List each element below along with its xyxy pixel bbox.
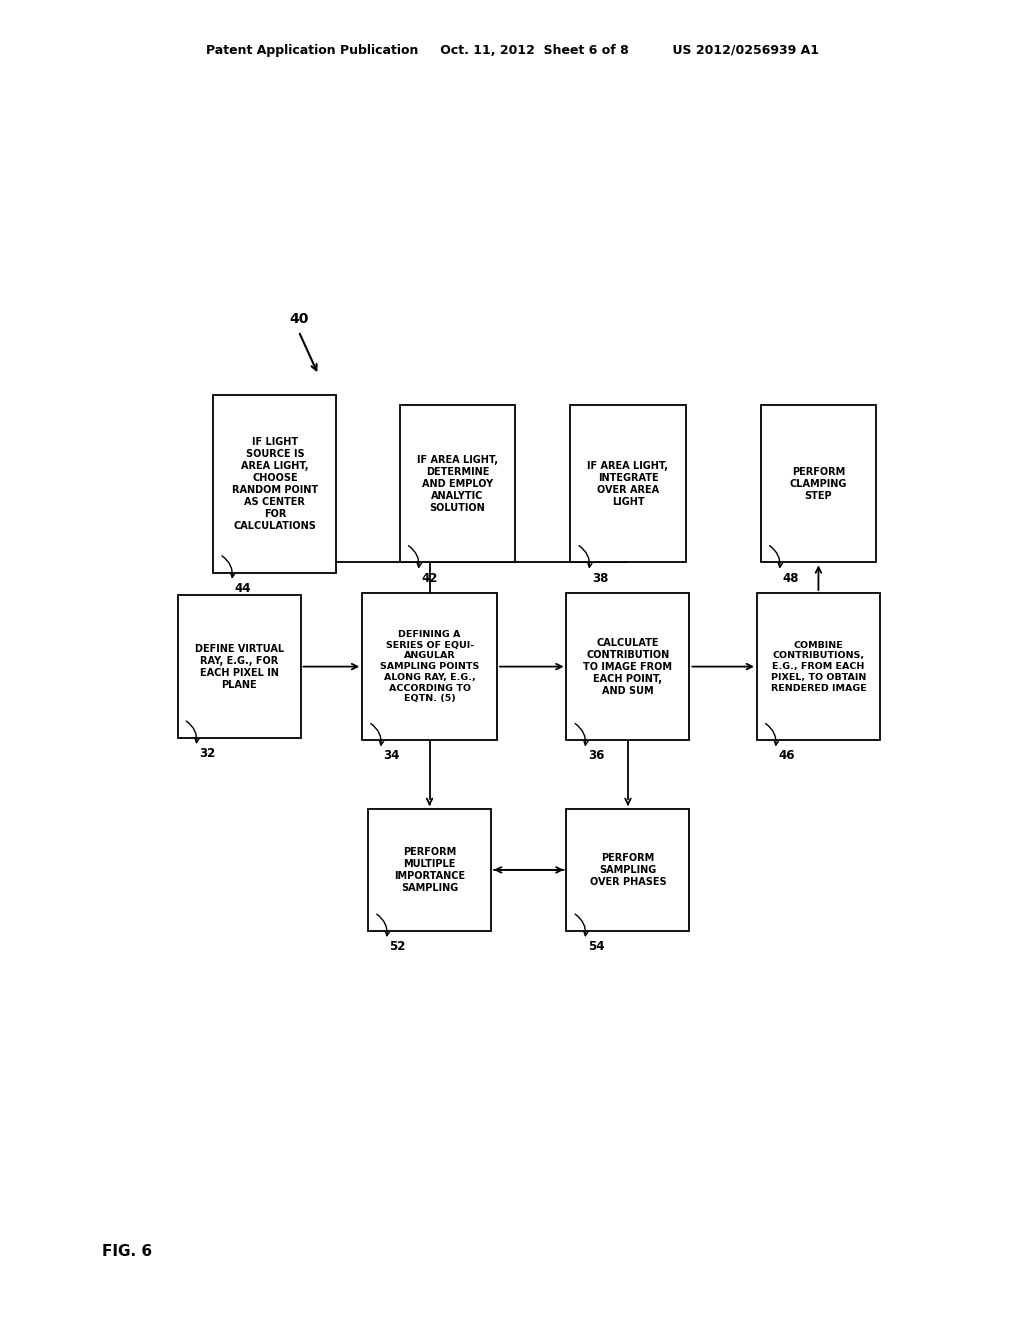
Text: 32: 32 bbox=[199, 747, 215, 760]
Text: FIG. 6: FIG. 6 bbox=[102, 1243, 153, 1259]
FancyBboxPatch shape bbox=[757, 593, 880, 741]
FancyBboxPatch shape bbox=[566, 593, 689, 741]
Text: Patent Application Publication     Oct. 11, 2012  Sheet 6 of 8          US 2012/: Patent Application Publication Oct. 11, … bbox=[206, 44, 818, 57]
Text: DEFINE VIRTUAL
RAY, E.G., FOR
EACH PIXEL IN
PLANE: DEFINE VIRTUAL RAY, E.G., FOR EACH PIXEL… bbox=[195, 644, 284, 689]
Text: 38: 38 bbox=[592, 572, 608, 585]
FancyBboxPatch shape bbox=[177, 595, 301, 738]
Text: 48: 48 bbox=[782, 572, 799, 585]
Text: 54: 54 bbox=[588, 940, 604, 953]
Text: 46: 46 bbox=[778, 750, 795, 763]
Text: 36: 36 bbox=[588, 750, 604, 763]
Text: PERFORM
CLAMPING
STEP: PERFORM CLAMPING STEP bbox=[790, 467, 847, 500]
Text: COMBINE
CONTRIBUTIONS,
E.G., FROM EACH
PIXEL, TO OBTAIN
RENDERED IMAGE: COMBINE CONTRIBUTIONS, E.G., FROM EACH P… bbox=[770, 640, 866, 693]
FancyBboxPatch shape bbox=[368, 809, 492, 931]
FancyBboxPatch shape bbox=[213, 395, 336, 573]
Text: 40: 40 bbox=[289, 312, 308, 326]
Text: 52: 52 bbox=[389, 940, 406, 953]
FancyBboxPatch shape bbox=[566, 809, 689, 931]
FancyBboxPatch shape bbox=[761, 405, 876, 562]
Text: PERFORM
SAMPLING
OVER PHASES: PERFORM SAMPLING OVER PHASES bbox=[590, 853, 667, 887]
Text: PERFORM
MULTIPLE
IMPORTANCE
SAMPLING: PERFORM MULTIPLE IMPORTANCE SAMPLING bbox=[394, 847, 465, 892]
Text: IF AREA LIGHT,
DETERMINE
AND EMPLOY
ANALYTIC
SOLUTION: IF AREA LIGHT, DETERMINE AND EMPLOY ANAL… bbox=[417, 454, 498, 512]
FancyBboxPatch shape bbox=[362, 593, 497, 741]
Text: 34: 34 bbox=[384, 750, 400, 763]
Text: 44: 44 bbox=[234, 582, 251, 595]
FancyBboxPatch shape bbox=[399, 405, 515, 562]
FancyBboxPatch shape bbox=[570, 405, 685, 562]
Text: 42: 42 bbox=[421, 572, 437, 585]
Text: IF LIGHT
SOURCE IS
AREA LIGHT,
CHOOSE
RANDOM POINT
AS CENTER
FOR
CALCULATIONS: IF LIGHT SOURCE IS AREA LIGHT, CHOOSE RA… bbox=[231, 437, 317, 531]
Text: CALCULATE
CONTRIBUTION
TO IMAGE FROM
EACH POINT,
AND SUM: CALCULATE CONTRIBUTION TO IMAGE FROM EAC… bbox=[584, 638, 673, 696]
Text: DEFINING A
SERIES OF EQUI-
ANGULAR
SAMPLING POINTS
ALONG RAY, E.G.,
ACCORDING TO: DEFINING A SERIES OF EQUI- ANGULAR SAMPL… bbox=[380, 630, 479, 704]
Text: IF AREA LIGHT,
INTEGRATE
OVER AREA
LIGHT: IF AREA LIGHT, INTEGRATE OVER AREA LIGHT bbox=[588, 461, 669, 507]
